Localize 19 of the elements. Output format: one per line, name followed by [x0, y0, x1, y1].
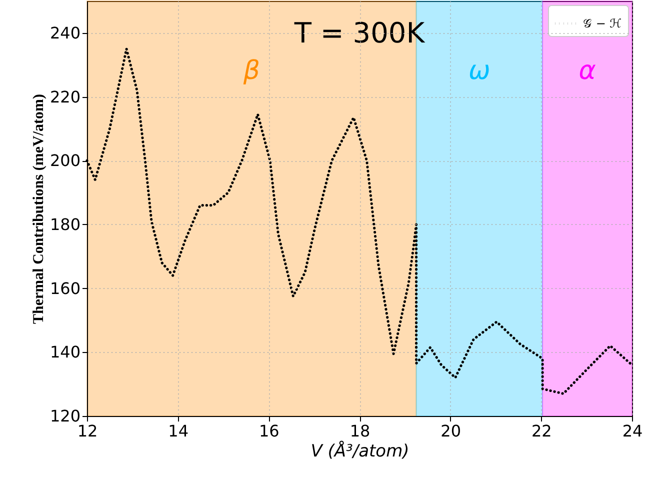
band-label: ω [468, 56, 490, 86]
x-tick-label: 14 [168, 422, 189, 440]
y-tick-label: 220 [50, 87, 80, 106]
y-tick-label: 200 [50, 151, 80, 170]
x-tick-label: 22 [531, 422, 552, 440]
y-axis-title: Thermal Contributions (meV/atom) [30, 94, 47, 324]
x-tick-label: 16 [258, 422, 280, 440]
x-tick-label: 24 [622, 422, 643, 440]
x-tick-label: 18 [350, 422, 370, 440]
y-tick-label: 240 [50, 23, 80, 42]
band-label: β [242, 56, 260, 86]
text: T = 300K [293, 16, 426, 50]
y-tick-label: 160 [50, 278, 80, 298]
y-tick-label: 140 [50, 342, 80, 362]
y-tick-label: 180 [50, 214, 80, 234]
x-axis-title: V (Å³/atom) [310, 440, 410, 462]
legend-label: 𝒢 − ℋ [583, 16, 622, 30]
band-label: α [578, 56, 596, 86]
x-tick-label: 20 [440, 422, 462, 440]
